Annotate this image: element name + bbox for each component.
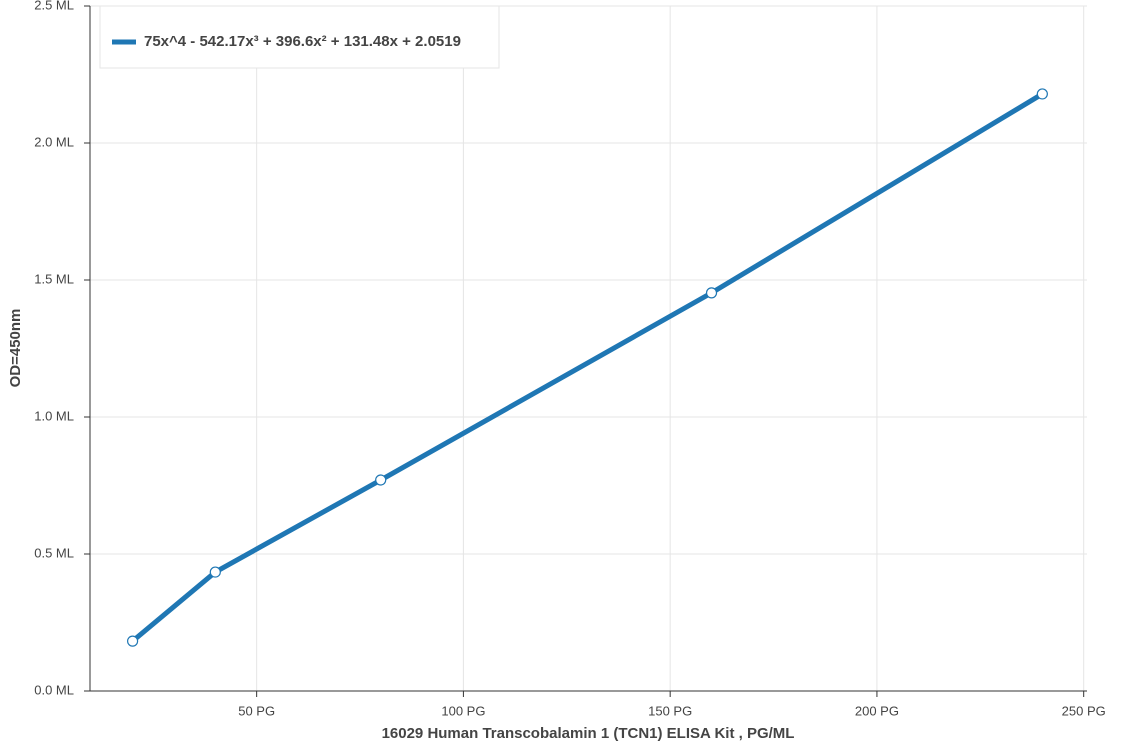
data-point bbox=[375, 474, 387, 486]
data-point bbox=[1036, 88, 1048, 100]
legend-box bbox=[99, 5, 500, 69]
x-tick-label: 250 PG bbox=[1062, 703, 1106, 718]
x-tick-label: 150 PG bbox=[648, 703, 692, 718]
x-axis-title: 16029 Human Transcobalamin 1 (TCN1) ELIS… bbox=[382, 725, 795, 742]
x-tick-label: 50 PG bbox=[238, 703, 275, 718]
data-point bbox=[209, 566, 221, 578]
y-axis-title: OD=450nm bbox=[7, 309, 24, 388]
x-tick-label: 200 PG bbox=[855, 703, 899, 718]
y-tick-label: 0.5 ML bbox=[34, 545, 74, 560]
data-point bbox=[705, 287, 718, 299]
y-tick-label: 1.0 ML bbox=[34, 408, 74, 423]
y-tick-label: 2.5 ML bbox=[34, 0, 74, 12]
x-tick-label: 100 PG bbox=[441, 703, 485, 718]
y-tick-label: 0.0 ML bbox=[34, 682, 74, 697]
grid bbox=[90, 5, 1087, 692]
series-line bbox=[130, 91, 1044, 644]
legend-label: 75x^4 - 542.17x³ + 396.6x² + 131.48x + 2… bbox=[144, 33, 461, 50]
y-tick-label: 1.5 ML bbox=[34, 271, 74, 286]
data-point bbox=[126, 635, 139, 647]
legend: 75x^4 - 542.17x³ + 396.6x² + 131.48x + 2… bbox=[99, 5, 500, 69]
y-tick-label: 2.0 ML bbox=[34, 134, 74, 149]
